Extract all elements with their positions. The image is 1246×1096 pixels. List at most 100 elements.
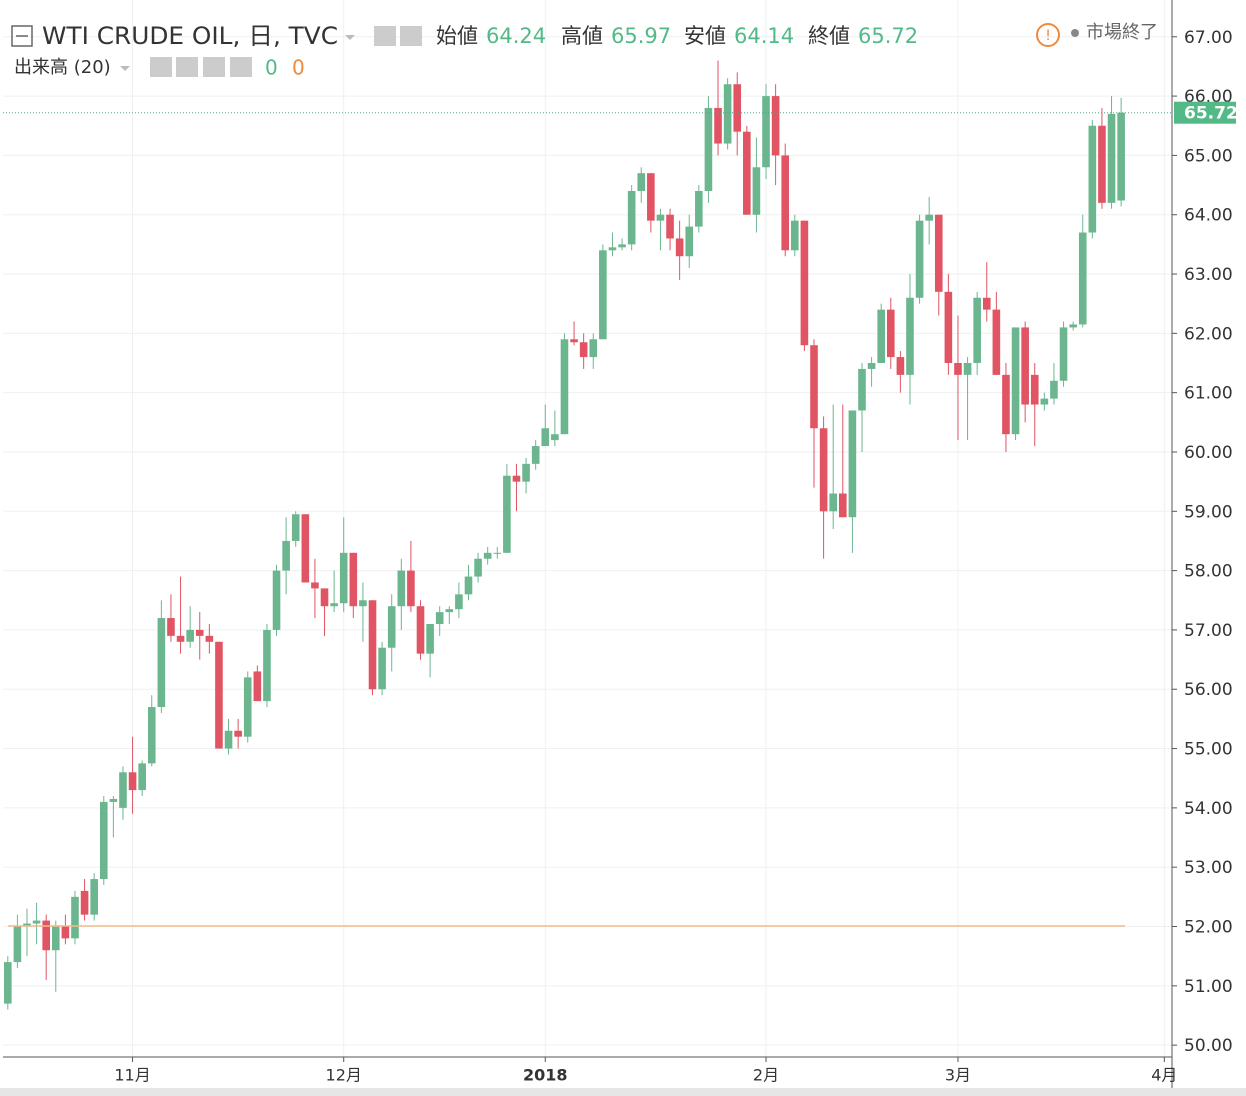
candle-body <box>464 576 473 595</box>
y-tick-label: 63.00 <box>1184 265 1233 285</box>
y-tick-label: 62.00 <box>1184 324 1233 344</box>
candle-body <box>829 493 838 512</box>
candle-body <box>147 707 156 764</box>
y-tick-label: 52.00 <box>1184 918 1233 938</box>
volume-ma-value: 0 <box>292 56 305 80</box>
candle-body <box>992 309 1001 375</box>
candle-body <box>397 570 406 607</box>
candle-body <box>925 214 933 221</box>
candle-body <box>1117 112 1125 201</box>
last-price-box <box>1174 101 1236 124</box>
close-icon[interactable] <box>230 57 252 77</box>
candle-body <box>1069 324 1077 328</box>
candle-body <box>906 297 914 375</box>
market-status: 市場終了 <box>1086 22 1158 43</box>
candle-body <box>599 250 607 340</box>
candle-body <box>176 635 185 642</box>
dropdown-arrow[interactable] <box>120 66 130 71</box>
y-tick-label: 61.00 <box>1184 384 1233 404</box>
eye-icon[interactable] <box>150 57 172 77</box>
ohlc-label: 安値 <box>684 24 726 48</box>
candle-body <box>570 339 578 343</box>
candle-body <box>378 647 386 690</box>
candle-body <box>493 552 502 554</box>
candle-body <box>886 309 895 358</box>
ohlc-value: 65.72 <box>858 24 918 48</box>
collapse-icon[interactable] <box>11 25 33 47</box>
x-tick-label: 4月 <box>1151 1066 1177 1085</box>
candle-body <box>474 558 482 577</box>
add-icon[interactable] <box>203 57 225 77</box>
grid <box>3 0 1172 1057</box>
candle-body <box>618 244 626 248</box>
candle-body <box>848 410 857 518</box>
candle-body <box>647 173 655 221</box>
candle-body <box>810 345 818 429</box>
warning-icon[interactable] <box>1036 23 1060 47</box>
settings-icon[interactable] <box>400 26 422 46</box>
candle-body <box>61 926 70 939</box>
candle-body <box>589 339 598 358</box>
candle-body <box>1098 125 1106 203</box>
candle-body <box>339 552 348 604</box>
candle-body <box>128 772 137 791</box>
candle-body <box>311 582 319 589</box>
candle-body <box>973 297 981 364</box>
candle-body <box>205 635 214 642</box>
candle-body <box>359 600 367 607</box>
candle-body <box>157 618 166 708</box>
candle-body <box>455 594 463 610</box>
candle-body <box>263 629 271 702</box>
candle-body <box>90 879 98 915</box>
candle-body <box>243 677 252 737</box>
candle-body <box>656 214 665 221</box>
candle-body <box>291 514 300 541</box>
x-tick-label: 2018 <box>523 1066 568 1085</box>
candle-body <box>819 428 828 512</box>
candle-body <box>714 107 722 144</box>
candle-body <box>1088 125 1097 233</box>
y-tick-label: 67.00 <box>1184 28 1233 48</box>
y-tick-label: 50.00 <box>1184 1036 1233 1056</box>
candle-body <box>1040 398 1049 405</box>
candle-body <box>215 641 223 749</box>
candle-body <box>781 155 790 251</box>
candle-body <box>483 552 492 559</box>
candle-body <box>99 801 108 880</box>
y-tick-label: 57.00 <box>1184 621 1233 641</box>
candle-body <box>42 920 50 951</box>
candle-body <box>541 428 550 447</box>
settings-icon[interactable] <box>176 57 198 77</box>
candle-body <box>695 190 703 227</box>
candle-body <box>80 890 89 915</box>
ohlc-legend: 始値 64.24 高値 65.97 安値 64.14 終値 65.72 <box>436 24 918 48</box>
candle-body <box>752 167 761 215</box>
y-tick-label: 60.00 <box>1184 443 1233 463</box>
ohlc-value: 65.97 <box>611 24 671 48</box>
candle-body <box>416 606 425 654</box>
candle-body <box>1050 380 1058 399</box>
x-tick-label: 3月 <box>945 1066 971 1085</box>
y-tick-label: 53.00 <box>1184 858 1233 878</box>
y-tick-label: 65.00 <box>1184 146 1233 166</box>
candle-body <box>186 629 194 642</box>
eye-icon[interactable] <box>374 26 396 46</box>
y-tick-label: 54.00 <box>1184 799 1233 819</box>
candle-body <box>666 214 674 239</box>
candle-body <box>1059 327 1068 381</box>
candle-body <box>109 798 118 802</box>
x-tick-label: 12月 <box>326 1066 362 1085</box>
candle-body <box>800 220 809 346</box>
dropdown-arrow[interactable] <box>345 35 355 40</box>
candle-body <box>723 84 732 144</box>
axes: 50.00 51.00 52.00 53.00 54.00 55.00 56.00 57.00… <box>114 28 1237 1085</box>
y-tick-label: 55.00 <box>1184 740 1233 760</box>
series <box>3 60 1172 1010</box>
candle-body <box>608 247 617 251</box>
ohlc-label: 終値 <box>808 24 850 48</box>
last-price-label: 65.72 <box>1184 104 1238 124</box>
x-tick-label: 2月 <box>753 1066 779 1085</box>
candle-body <box>551 434 559 441</box>
